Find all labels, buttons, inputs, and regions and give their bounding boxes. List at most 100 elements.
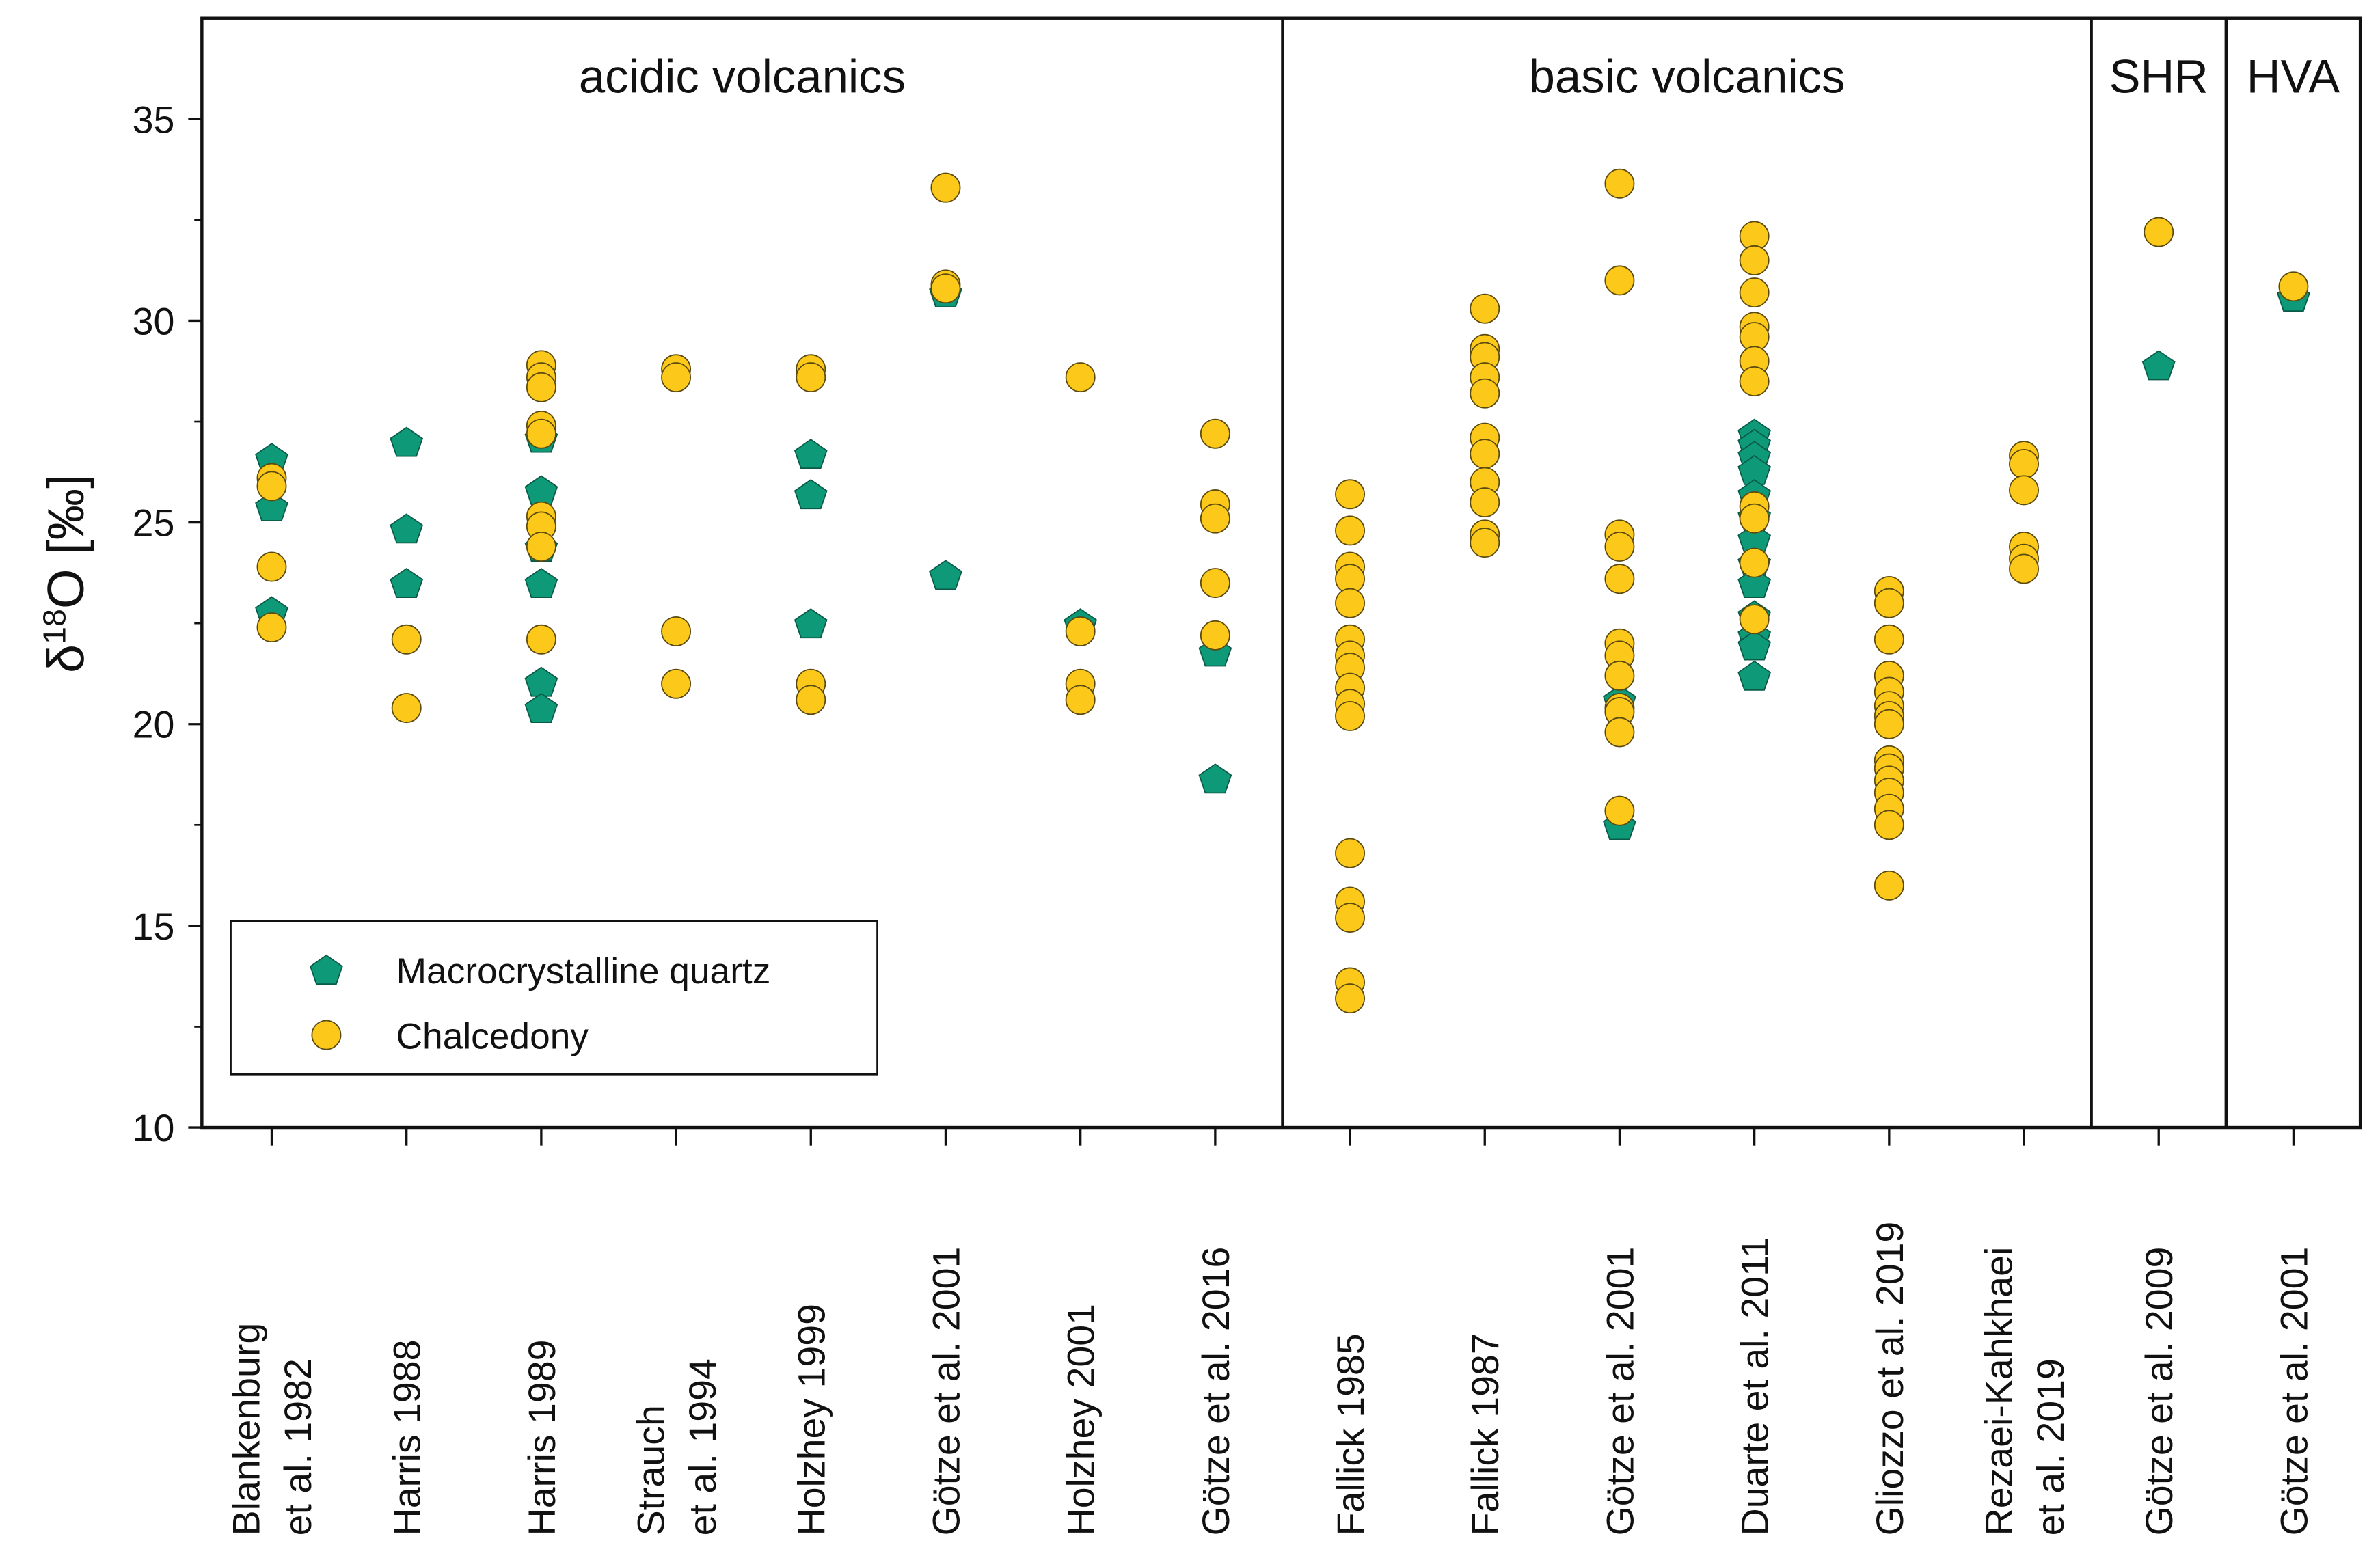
chalcedony-point [1065, 616, 1096, 646]
chalcedony-point [256, 612, 287, 643]
chalcedony-point [1200, 418, 1230, 449]
chalcedony-point [1874, 709, 1904, 739]
chalcedony-point [1604, 265, 1635, 296]
x-tick-label: Harris 1988 [386, 1339, 429, 1535]
chalcedony-point [1604, 717, 1635, 748]
chalcedony-point [391, 693, 422, 724]
chalcedony-point [661, 668, 692, 699]
chalcedony-point [256, 471, 287, 502]
chalcedony-point [526, 418, 556, 449]
x-tick-label: Götze et al. 2009 [2138, 1247, 2180, 1536]
chalcedony-point [2144, 217, 2174, 247]
chalcedony-point [1200, 620, 1230, 651]
chalcedony-point [1200, 503, 1230, 534]
chalcedony-point [1470, 487, 1500, 518]
chalcedony-point [1739, 547, 1770, 578]
legend-chalcedony-marker [311, 1020, 342, 1050]
chalcedony-point [1874, 870, 1904, 901]
chalcedony-point [1874, 810, 1904, 840]
y-tick-label: 15 [133, 905, 175, 948]
y-tick-label: 30 [133, 300, 175, 342]
x-tick-label: Fallick 1987 [1464, 1333, 1506, 1535]
quartz-point [524, 568, 558, 599]
chalcedony-point [2009, 449, 2040, 479]
chalcedony-point [1470, 378, 1500, 409]
chalcedony-point [1335, 588, 1366, 618]
chalcedony-point [1065, 362, 1096, 393]
x-tick-label: et al. 2019 [2029, 1358, 2072, 1535]
x-tick-label: Götze et al. 2001 [1599, 1247, 1641, 1536]
chalcedony-point [1739, 245, 1770, 275]
x-tick-label: Götze et al. 2016 [1195, 1247, 1237, 1536]
section-label: acidic volcanics [579, 51, 906, 103]
chalcedony-point [1874, 588, 1904, 618]
chalcedony-point [1739, 366, 1770, 396]
chalcedony-point [1200, 568, 1230, 599]
chalcedony-point [796, 362, 826, 393]
chalcedony-point [1604, 532, 1635, 562]
legend-pentagon-icon [310, 954, 343, 985]
quartz-point [1737, 568, 1772, 599]
chalcedony-point [2278, 271, 2309, 302]
chalcedony-point [1335, 903, 1366, 933]
legend-box [230, 920, 878, 1076]
legend: Macrocrystalline quartz Chalcedony [230, 920, 878, 1076]
chalcedony-point [1604, 795, 1635, 826]
chalcedony-point [930, 172, 961, 203]
quartz-point [1737, 630, 1772, 661]
y-tick-label: 20 [133, 704, 175, 746]
quartz-point [794, 479, 828, 510]
chalcedony-point [1335, 983, 1366, 1014]
y-axis-label-sup: 18 [36, 609, 72, 644]
quartz-point [524, 693, 558, 724]
chalcedony-point [256, 551, 287, 582]
chalcedony-point [661, 616, 692, 646]
x-tick-label: Holzhey 1999 [790, 1304, 833, 1535]
x-tick-label: Harris 1989 [521, 1339, 563, 1535]
section-label: SHR [2109, 51, 2208, 103]
chalcedony-point [1739, 503, 1770, 534]
x-tick-label: Blankenburg [226, 1323, 268, 1536]
chalcedony-point [930, 273, 961, 304]
x-tick-label: Holzhey 2001 [1060, 1304, 1103, 1535]
quartz-point [524, 475, 558, 506]
x-tick-label: et al. 1994 [681, 1358, 724, 1535]
section-label: HVA [2247, 51, 2340, 103]
quartz-point [1198, 763, 1232, 794]
quartz-point [794, 608, 828, 639]
chalcedony-point [1335, 700, 1366, 731]
chalcedony-point [2009, 475, 2040, 506]
chalcedony-point [661, 362, 692, 393]
chalcedony-point [1739, 604, 1770, 635]
quartz-point [794, 439, 828, 469]
quartz-point [390, 513, 424, 544]
legend-label-chalcedony: Chalcedony [396, 1017, 589, 1057]
y-axis-label-delta: δ [37, 644, 94, 673]
chalcedony-point [391, 624, 422, 655]
chalcedony-point [526, 532, 556, 562]
legend-label-quartz: Macrocrystalline quartz [396, 951, 771, 991]
chalcedony-point [1335, 479, 1366, 510]
y-axis-label: δ18O [‰] [36, 474, 94, 673]
section-label: basic volcanics [1529, 51, 1845, 103]
quartz-point [524, 666, 558, 697]
chalcedony-point [1470, 293, 1500, 324]
quartz-point [2141, 350, 2176, 381]
x-tick-label: Rezaei-Kahkhaei [1977, 1247, 2020, 1536]
chalcedony-point [1470, 528, 1500, 558]
chalcedony-point [2009, 553, 2040, 584]
x-tick-label: Götze et al. 2001 [2273, 1247, 2315, 1536]
quartz-point [1737, 660, 1772, 691]
x-tick-label: Fallick 1985 [1329, 1333, 1372, 1535]
chalcedony-point [526, 372, 556, 402]
x-tick-label: Gliozzo et al. 2019 [1869, 1222, 1911, 1536]
y-axis-label-rest: O [‰] [37, 474, 94, 609]
data-points [255, 168, 2310, 1014]
y-tick-label: 10 [133, 1107, 175, 1149]
chalcedony-point [1335, 838, 1366, 868]
chalcedony-point [1604, 564, 1635, 594]
chalcedony-point [1604, 168, 1635, 199]
quartz-point [390, 426, 424, 457]
legend-circle-icon [311, 1020, 342, 1050]
quartz-point [255, 491, 288, 521]
